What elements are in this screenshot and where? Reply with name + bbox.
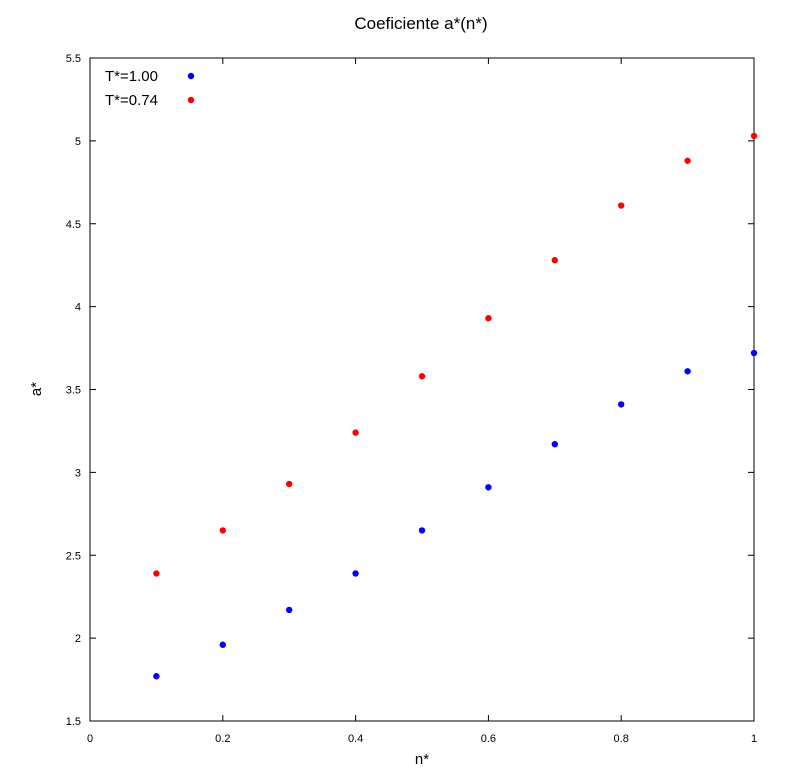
y-tick-label: 3.5 [66, 385, 81, 397]
y-tick-label: 4 [75, 302, 81, 314]
series-2 [153, 132, 758, 577]
legend-marker [187, 96, 195, 104]
x-axis-label: n* [415, 751, 429, 768]
data-point [352, 429, 359, 436]
data-point [684, 368, 691, 375]
y-axis-label: a* [28, 382, 45, 396]
y-tick-label: 3 [75, 467, 81, 479]
data-points [153, 132, 758, 680]
legend: T*=1.00 T*=0.74 [105, 68, 195, 109]
data-point [352, 570, 359, 577]
x-tick-label: 1 [751, 733, 757, 745]
data-point [286, 606, 293, 614]
x-tick-label: 0.4 [348, 733, 363, 745]
data-point [618, 202, 625, 209]
data-point [485, 315, 492, 322]
y-tick-label: 1.5 [66, 716, 81, 728]
x-tick-label: 0.6 [481, 733, 496, 745]
legend-label: T*=0.74 [105, 92, 158, 109]
data-point [750, 349, 758, 357]
data-point [684, 157, 691, 164]
data-point [551, 440, 558, 448]
data-point [750, 132, 758, 140]
data-point [153, 673, 160, 680]
x-tick-label: 0.2 [215, 733, 230, 745]
data-point [418, 527, 426, 534]
data-point [286, 480, 293, 488]
axis-ticks [89, 57, 755, 722]
y-tick-label: 4.5 [66, 219, 81, 231]
y-tick-label: 5 [75, 136, 81, 148]
x-tick-label: 0 [87, 733, 93, 745]
series-1 [153, 349, 758, 680]
y-tick-label: 2 [75, 633, 81, 645]
legend-label: T*=1.00 [105, 68, 158, 85]
legend-marker [187, 72, 195, 80]
tick-labels: 0 0.2 0.4 0.6 0.8 1 1.5 2 2.5 3 3.5 4 4.5 5 5.5 [66, 53, 757, 745]
data-point [618, 401, 625, 408]
data-point [153, 570, 160, 577]
x-tick-label: 0.8 [614, 733, 629, 745]
data-point [219, 641, 226, 648]
y-tick-label: 2.5 [66, 550, 81, 562]
data-point [551, 257, 558, 264]
data-point [418, 373, 426, 380]
plot-frame [89, 57, 755, 722]
data-point [485, 484, 492, 491]
chart-title: Coeficiente a*(n*) [354, 14, 487, 33]
data-point [219, 527, 226, 534]
y-tick-label: 5.5 [66, 53, 81, 65]
